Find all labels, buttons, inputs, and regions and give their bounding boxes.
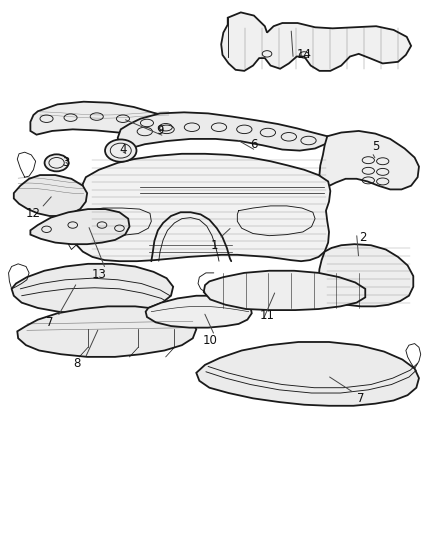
Ellipse shape: [105, 140, 137, 162]
Text: 11: 11: [260, 309, 275, 322]
Polygon shape: [73, 154, 330, 261]
Polygon shape: [146, 296, 252, 328]
Text: 5: 5: [372, 140, 380, 154]
Ellipse shape: [45, 155, 69, 171]
Text: 7: 7: [357, 392, 365, 405]
Polygon shape: [204, 271, 365, 310]
Text: 1: 1: [211, 239, 219, 252]
Polygon shape: [118, 112, 327, 151]
Text: 8: 8: [74, 357, 81, 370]
Text: 6: 6: [250, 138, 258, 151]
Polygon shape: [30, 209, 130, 244]
Polygon shape: [12, 264, 173, 314]
Text: 9: 9: [156, 124, 164, 138]
Text: 3: 3: [63, 156, 70, 169]
Polygon shape: [318, 244, 413, 306]
Text: 4: 4: [119, 143, 127, 156]
Text: 13: 13: [92, 268, 106, 281]
Text: 2: 2: [359, 231, 367, 244]
Text: 14: 14: [297, 49, 312, 61]
Polygon shape: [14, 175, 87, 216]
Polygon shape: [221, 12, 411, 71]
Text: 7: 7: [46, 316, 53, 329]
Text: 12: 12: [26, 207, 41, 220]
Polygon shape: [196, 342, 419, 406]
Polygon shape: [30, 102, 173, 135]
Polygon shape: [319, 131, 419, 189]
Polygon shape: [17, 306, 196, 357]
Text: 10: 10: [203, 334, 218, 348]
